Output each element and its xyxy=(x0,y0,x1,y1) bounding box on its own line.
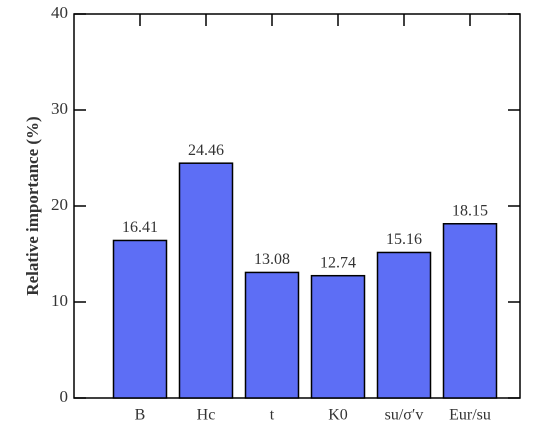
x-tick-label: Hc xyxy=(197,407,216,424)
x-tick-label: B xyxy=(135,407,146,424)
bar xyxy=(376,251,432,399)
y-tick-label: 20 xyxy=(51,195,68,214)
bar xyxy=(310,274,366,399)
x-tick-label: K0 xyxy=(328,407,348,424)
value-label: 24.46 xyxy=(188,142,224,159)
y-tick-label: 0 xyxy=(60,387,69,406)
value-label: 18.15 xyxy=(452,202,488,219)
value-label: 12.74 xyxy=(320,254,356,271)
y-axis-label: Relative importance (%) xyxy=(23,116,42,295)
y-tick-label: 40 xyxy=(51,3,68,22)
bar xyxy=(178,162,234,399)
y-tick-label: 30 xyxy=(51,99,68,118)
x-tick-label: Eur/su xyxy=(449,407,491,424)
bar xyxy=(112,239,168,399)
value-label: 16.41 xyxy=(122,219,158,236)
y-tick-label: 10 xyxy=(51,291,68,310)
value-label: 15.16 xyxy=(386,231,422,248)
bar xyxy=(244,271,300,399)
x-tick-label: t xyxy=(270,407,275,424)
value-label: 13.08 xyxy=(254,251,290,268)
bar xyxy=(442,223,498,399)
x-tick-label: su/σ′v xyxy=(385,407,424,424)
